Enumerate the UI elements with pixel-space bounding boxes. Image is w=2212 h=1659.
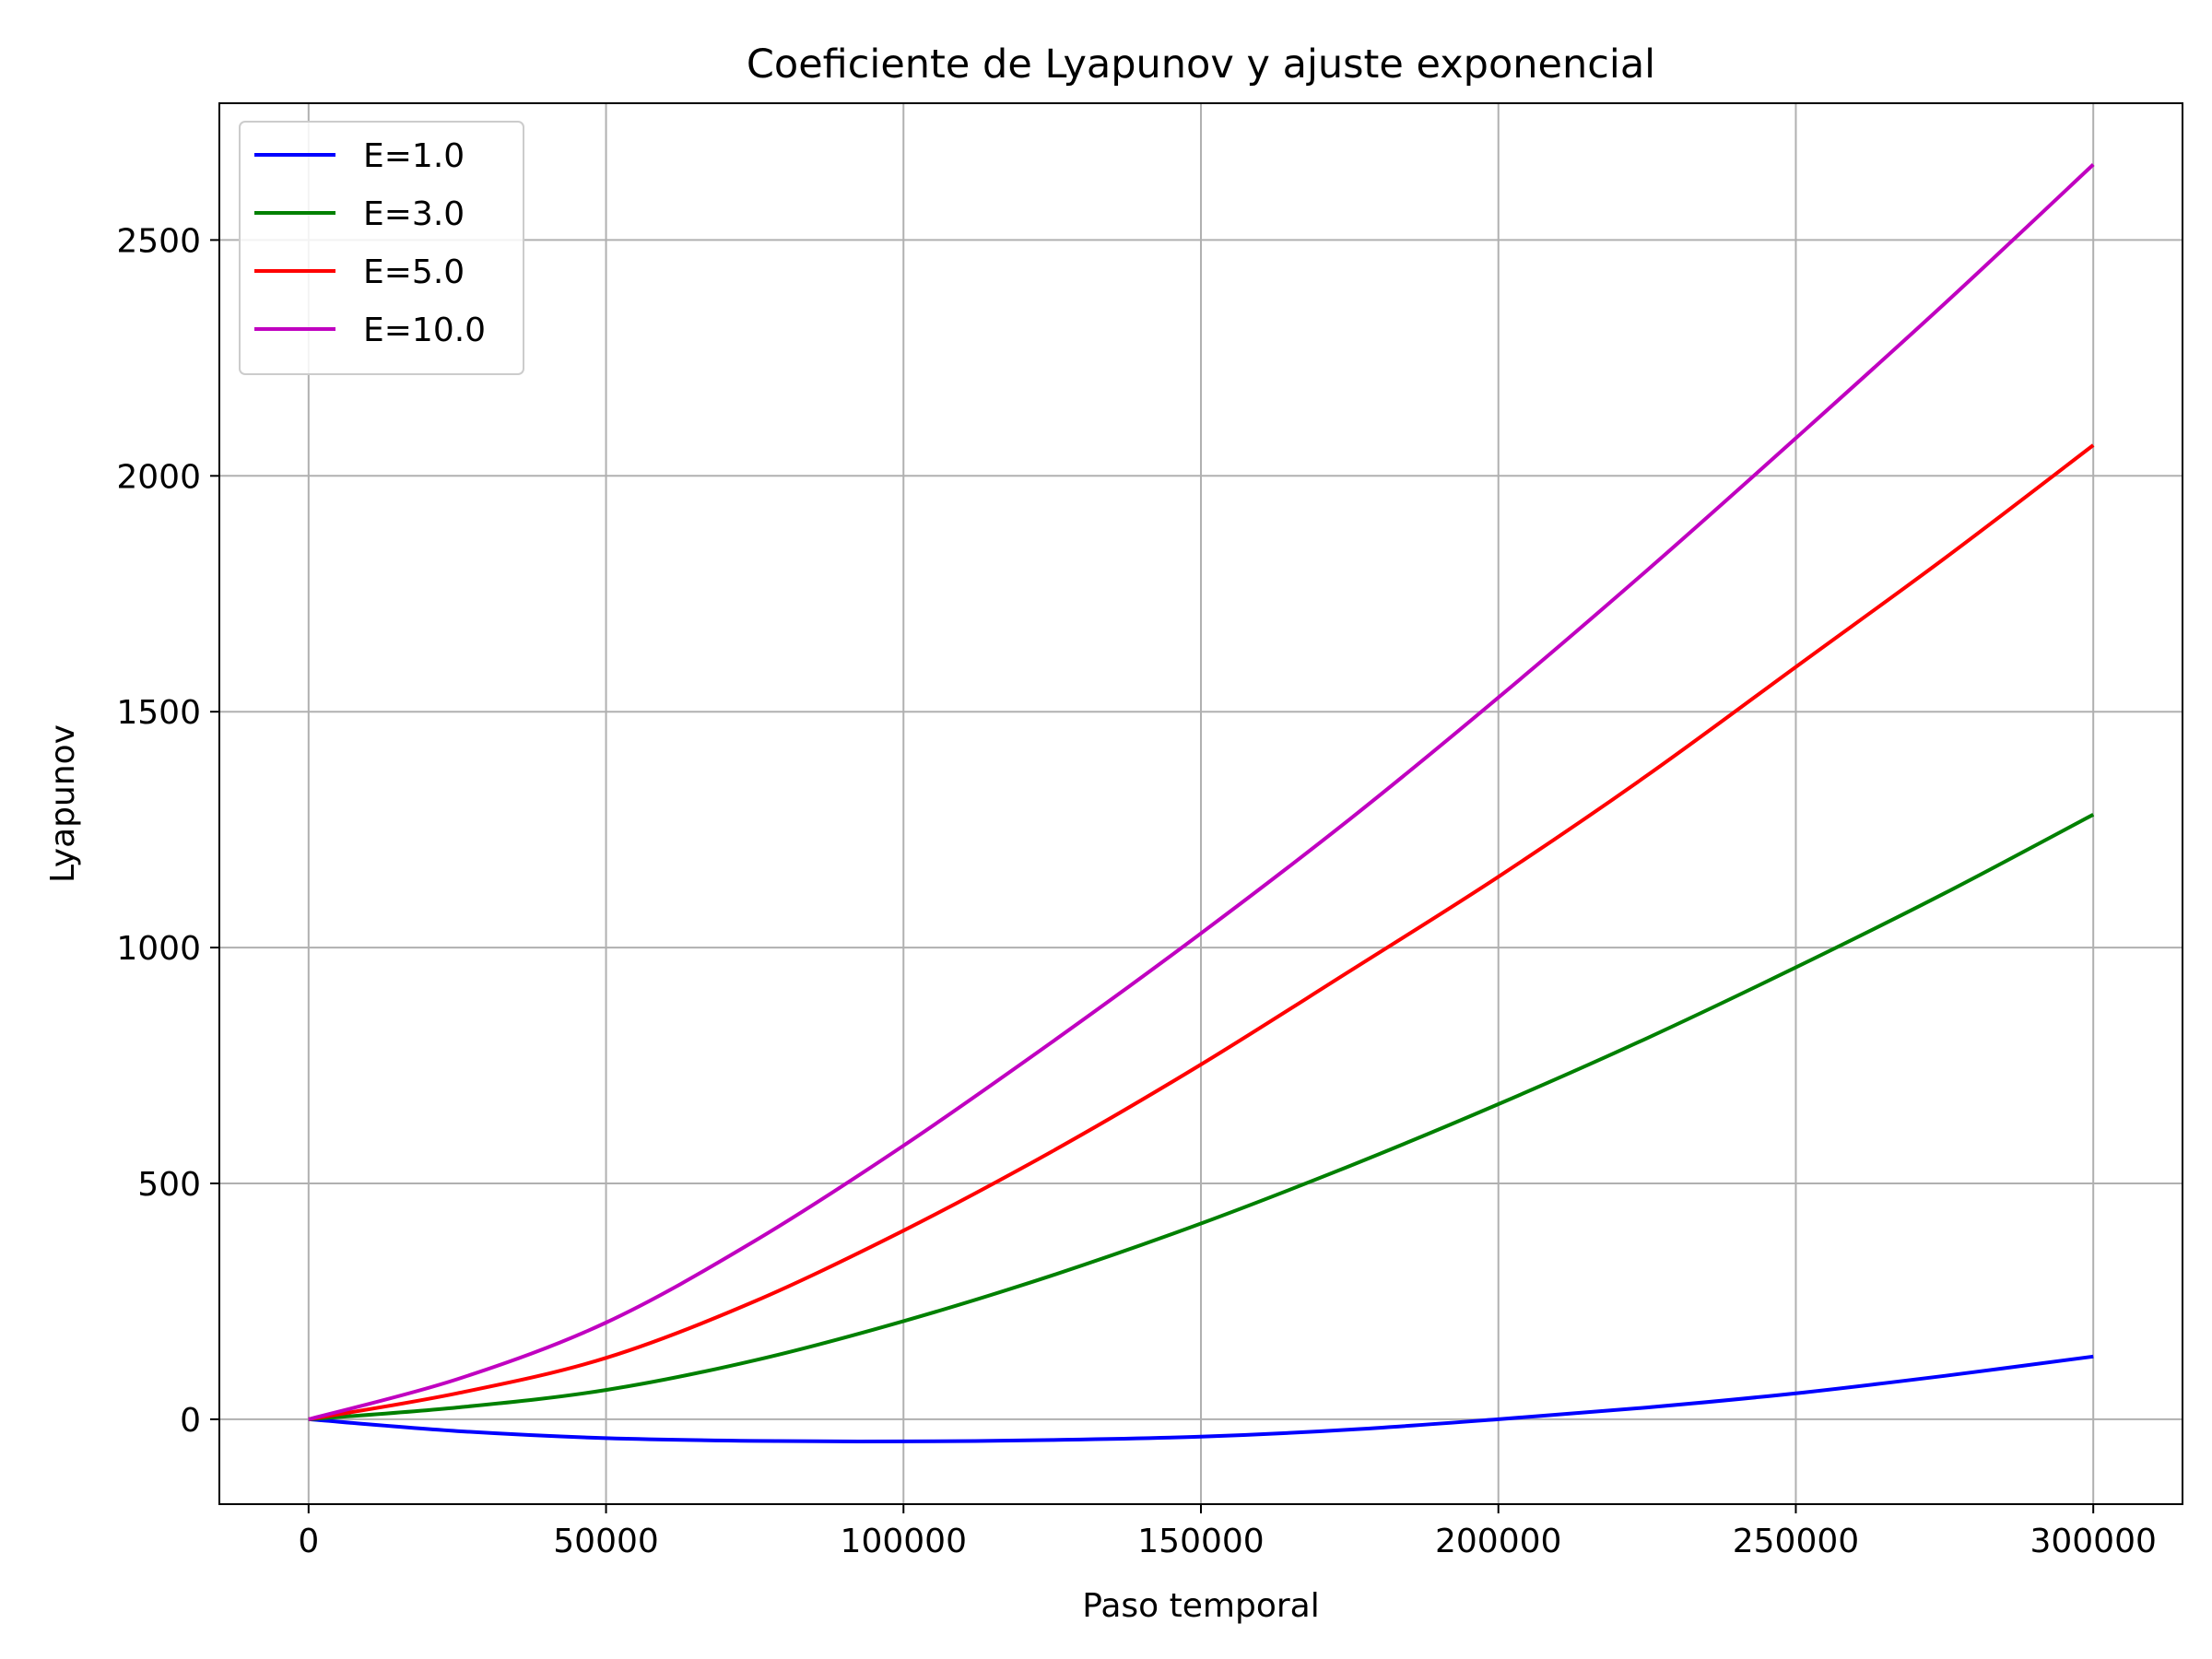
legend-label: E=5.0	[363, 253, 465, 291]
x-tick-label: 0	[298, 1523, 319, 1560]
y-tick-label: 500	[137, 1166, 201, 1204]
x-tick-label: 300000	[2030, 1523, 2156, 1560]
series-layer	[308, 163, 2095, 1443]
x-tick-label: 50000	[553, 1523, 659, 1560]
x-axis-label: Paso temporal	[1082, 1587, 1319, 1625]
y-tick-label: 2000	[116, 458, 201, 496]
legend-label: E=3.0	[363, 195, 465, 233]
series-line-1	[308, 813, 2095, 1421]
y-tick-label: 0	[180, 1402, 201, 1440]
x-tick-label: 100000	[841, 1523, 967, 1560]
y-axis-label: Lyapunov	[44, 724, 82, 883]
legend-label: E=10.0	[363, 312, 486, 349]
legend: E=1.0 E=3.0 E=5.0 E=10.0	[239, 121, 524, 375]
x-tick-label: 200000	[1435, 1523, 1561, 1560]
legend-box	[239, 121, 524, 375]
x-tick-label: 150000	[1137, 1523, 1264, 1560]
y-axis: 0 500 1000 1500 2000 2500	[116, 222, 219, 1440]
x-axis: 0 50000 100000 150000 200000 250000 300000	[298, 1504, 2157, 1560]
series-line-3	[308, 163, 2095, 1421]
series-line-2	[308, 443, 2095, 1421]
grid	[219, 103, 2183, 1504]
legend-label: E=1.0	[363, 137, 465, 175]
y-tick-label: 2500	[116, 222, 201, 260]
x-tick-label: 250000	[1733, 1523, 1859, 1560]
series-line-0	[308, 1354, 2094, 1443]
chart-title: Coeficiente de Lyapunov y ajuste exponen…	[747, 41, 1655, 88]
y-tick-label: 1500	[116, 694, 201, 732]
y-tick-label: 1000	[116, 930, 201, 968]
